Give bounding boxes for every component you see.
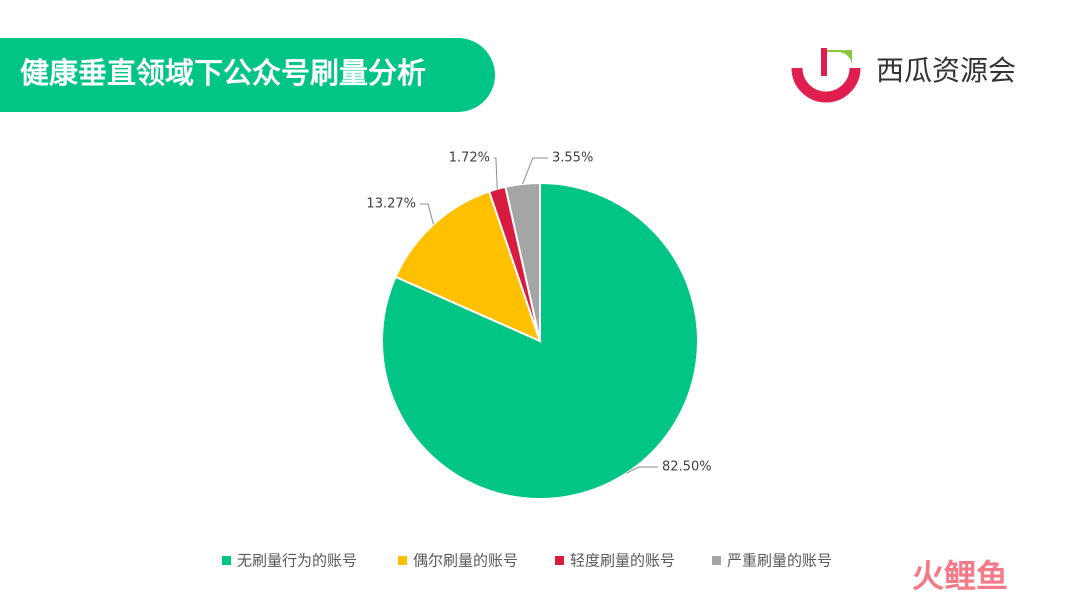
legend-label: 严重刷量的账号 [727, 552, 832, 570]
logo-bar [821, 48, 827, 76]
watermark: 火鲤鱼 [912, 557, 1008, 595]
chart-title: 健康垂直领域下公众号刷量分析 [20, 56, 426, 90]
pie-slice [394, 190, 542, 343]
data-label: 13.27% [366, 197, 416, 212]
legend-label: 偶尔刷量的账号 [413, 552, 518, 570]
legend-swatch [222, 556, 231, 565]
data-label: 3.55% [552, 151, 593, 166]
data-label: 82.50% [662, 460, 712, 475]
leader-line [522, 157, 548, 185]
brand-name: 西瓜资源会 [876, 54, 1016, 87]
leader-line [420, 203, 434, 225]
leader-line [494, 157, 498, 189]
data-label: 1.72% [449, 151, 490, 166]
logo-leaf [826, 50, 852, 66]
legend-label: 无刷量行为的账号 [237, 552, 357, 570]
title-banner [0, 38, 495, 112]
legend-swatch [398, 556, 407, 565]
brand-logo [791, 48, 861, 103]
leader-line [625, 466, 658, 474]
legend-swatch [555, 556, 564, 565]
legend-swatch [712, 556, 721, 565]
logo-arc [791, 67, 861, 103]
legend-label: 轻度刷量的账号 [570, 552, 675, 570]
